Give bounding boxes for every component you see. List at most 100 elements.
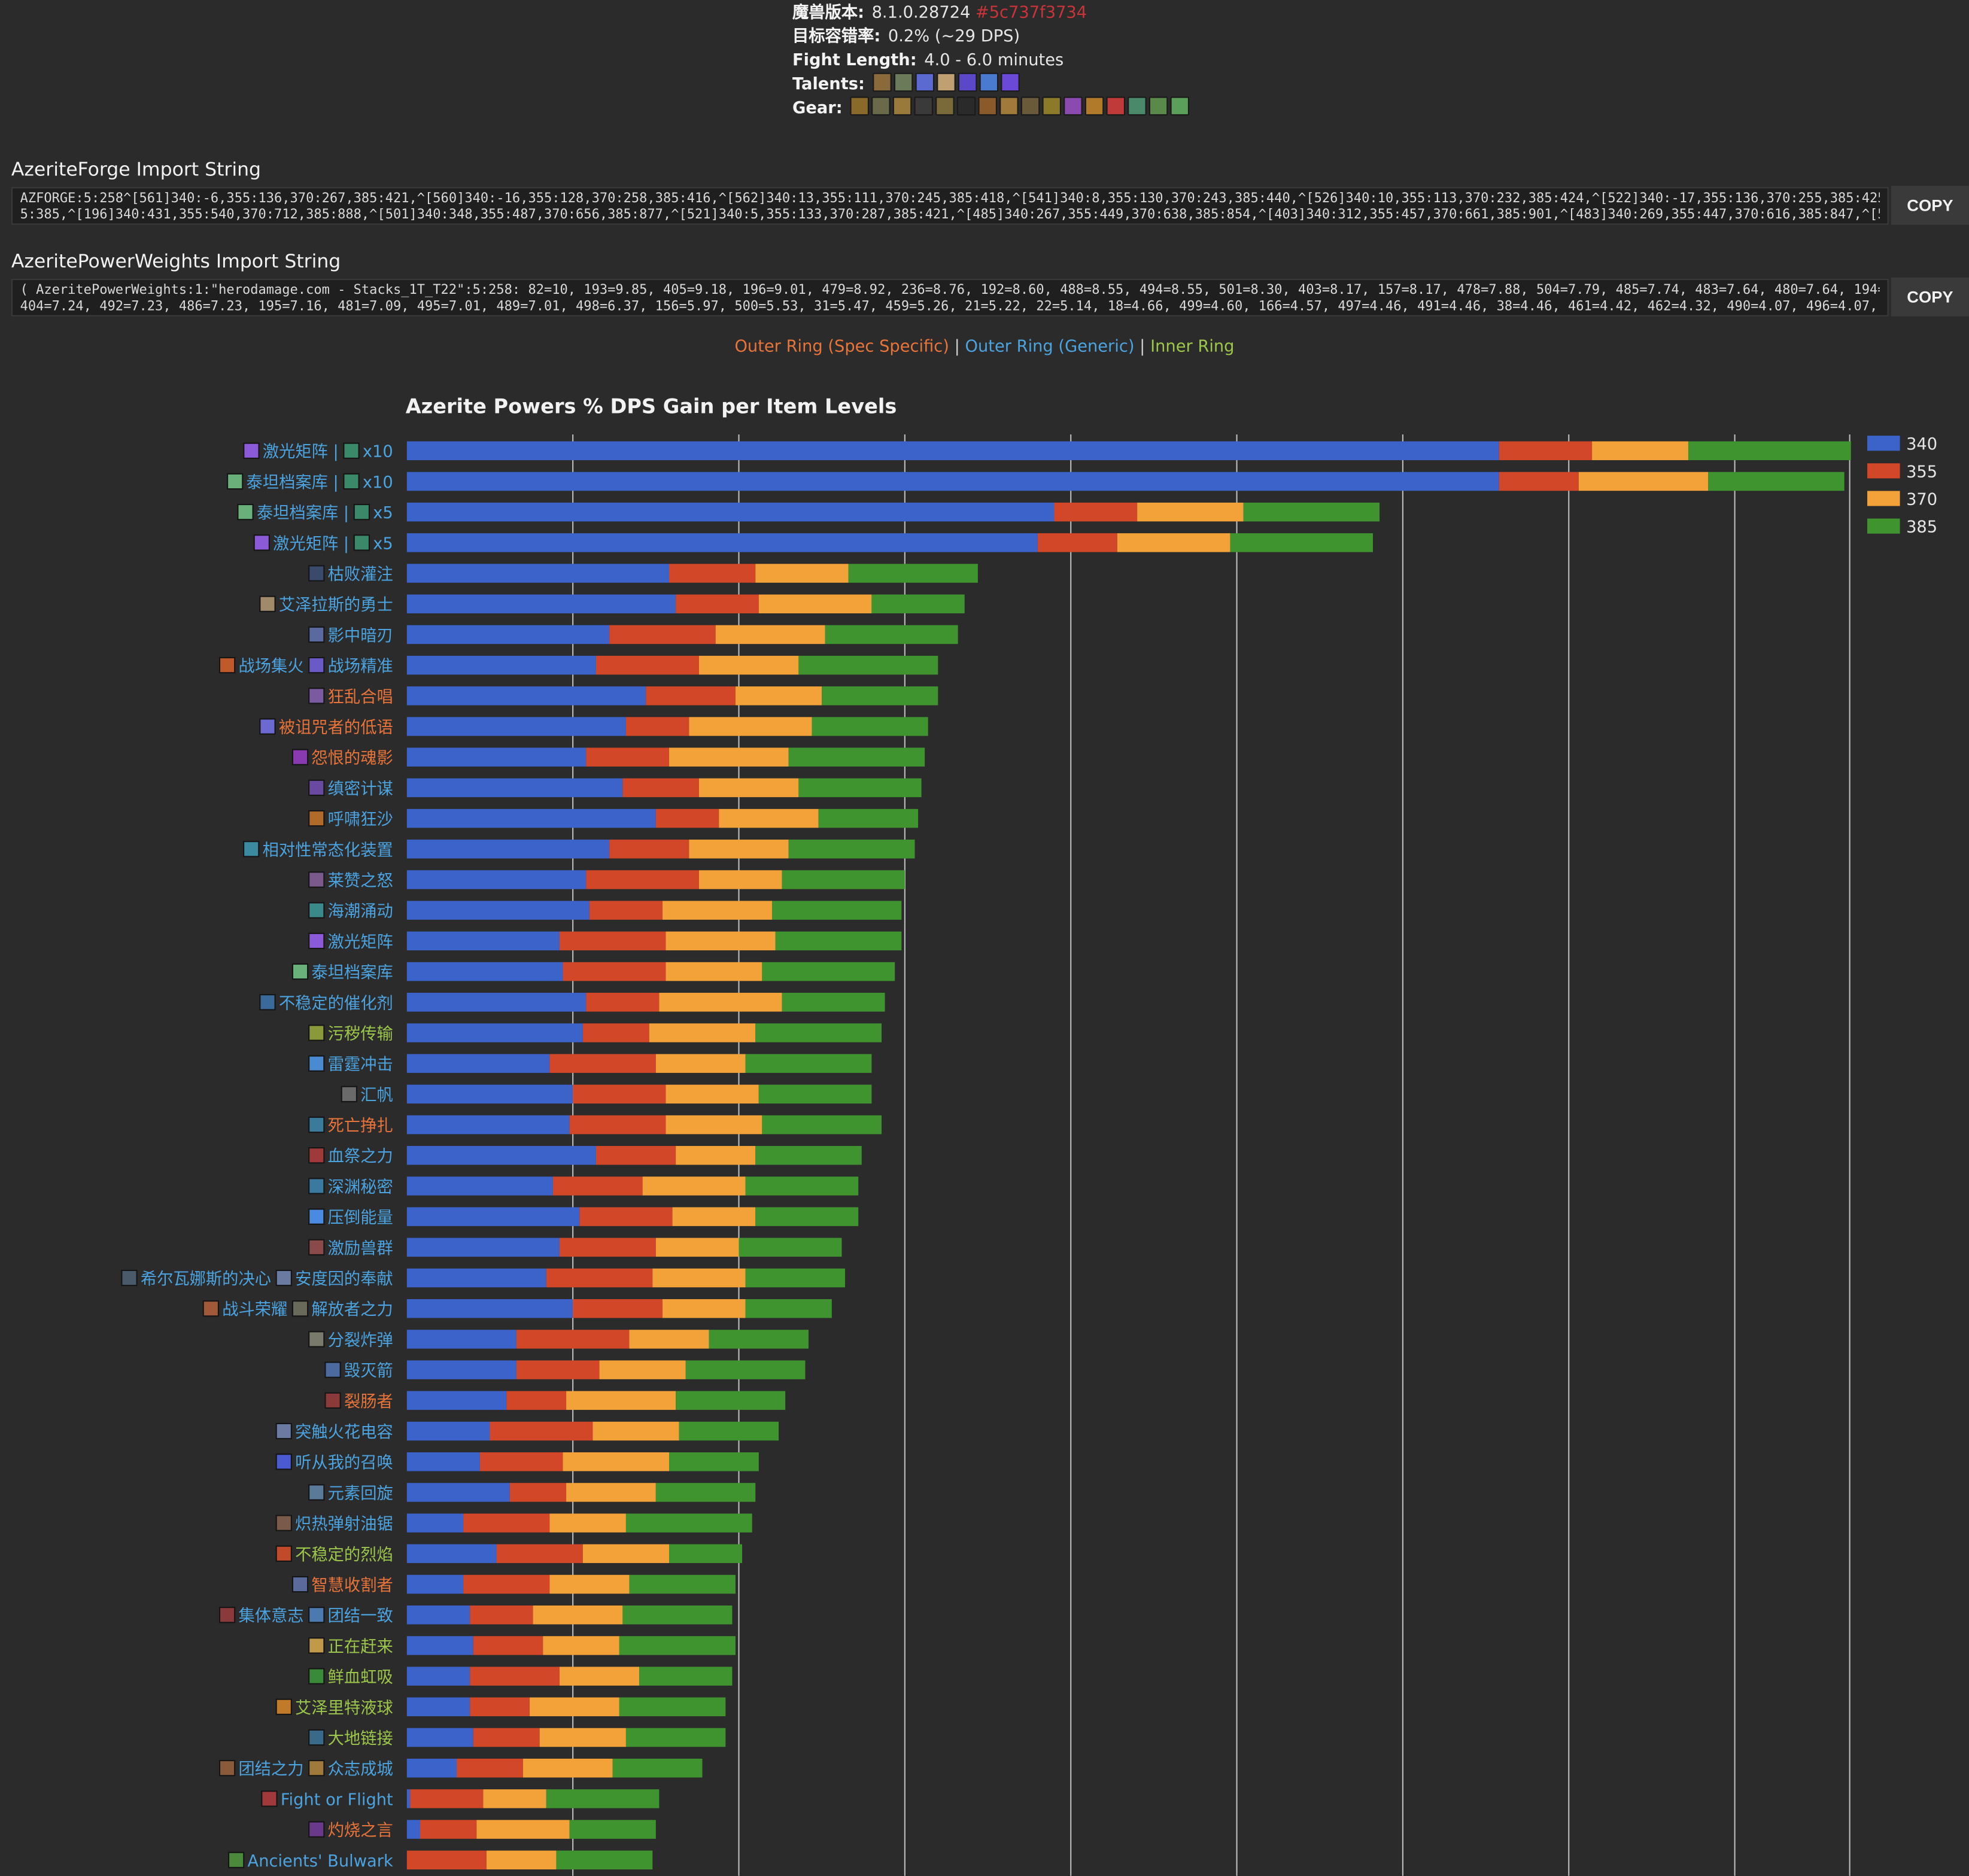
- category-label[interactable]: 毁灭箭: [344, 1362, 393, 1381]
- bar-segment-370[interactable]: [758, 594, 872, 613]
- talent-icon[interactable]: [894, 72, 913, 92]
- category-label[interactable]: 战斗荣耀 解放者之力: [222, 1300, 393, 1319]
- bar-segment-340[interactable]: [406, 1360, 516, 1379]
- bar-segment-340[interactable]: [406, 1820, 421, 1839]
- bar-segment-370[interactable]: [755, 564, 849, 583]
- bar-segment-385[interactable]: [755, 1023, 882, 1042]
- bar-segment-355[interactable]: [552, 1176, 643, 1196]
- bar-segment-370[interactable]: [655, 1054, 746, 1073]
- talent-icon[interactable]: [936, 72, 956, 92]
- gear-item-icon[interactable]: [892, 96, 912, 116]
- bar-segment-355[interactable]: [595, 655, 699, 675]
- bar-segment-355[interactable]: [646, 686, 736, 706]
- bar-segment-370[interactable]: [483, 1789, 546, 1808]
- category-label[interactable]: 听从我的召唤: [295, 1454, 393, 1472]
- bar-segment-370[interactable]: [672, 1207, 756, 1226]
- bar-segment-385[interactable]: [788, 747, 925, 767]
- bar-segment-370[interactable]: [592, 1421, 679, 1441]
- gear-item-icon[interactable]: [956, 96, 976, 116]
- category-label[interactable]: 枯败灌注: [328, 565, 393, 584]
- bar-segment-370[interactable]: [715, 625, 825, 644]
- category-label[interactable]: 汇帆: [360, 1086, 393, 1105]
- bar-segment-340[interactable]: [406, 1513, 464, 1533]
- bar-segment-385[interactable]: [612, 1758, 703, 1778]
- category-label[interactable]: Fight or Flight: [281, 1790, 393, 1809]
- category-label[interactable]: 激励兽群: [328, 1239, 393, 1258]
- bar-segment-370[interactable]: [642, 1176, 746, 1196]
- bar-segment-385[interactable]: [676, 1391, 786, 1410]
- bar-segment-385[interactable]: [782, 870, 905, 889]
- bar-segment-370[interactable]: [629, 1330, 709, 1349]
- bar-segment-355[interactable]: [420, 1820, 477, 1839]
- bar-segment-340[interactable]: [406, 931, 560, 951]
- bar-segment-340[interactable]: [406, 1544, 497, 1564]
- category-label[interactable]: 激光矩阵 | x10: [263, 443, 393, 461]
- bar-segment-370[interactable]: [698, 655, 799, 675]
- category-label[interactable]: 被诅咒者的低语: [279, 719, 393, 737]
- bar-segment-355[interactable]: [622, 778, 699, 798]
- bar-segment-385[interactable]: [1243, 502, 1380, 522]
- bar-segment-340[interactable]: [406, 870, 587, 889]
- bar-segment-340[interactable]: [406, 594, 676, 613]
- bar-segment-340[interactable]: [406, 901, 590, 920]
- bar-segment-355[interactable]: [470, 1697, 530, 1717]
- bar-segment-385[interactable]: [639, 1667, 733, 1686]
- bar-segment-370[interactable]: [698, 778, 799, 798]
- bar-segment-355[interactable]: [406, 1850, 487, 1870]
- category-label[interactable]: 大地链接: [328, 1729, 393, 1748]
- bar-segment-370[interactable]: [689, 840, 789, 859]
- category-label[interactable]: 激光矩阵: [328, 933, 393, 951]
- azerite-forge-string-field[interactable]: AZFORGE:5:258^[561]340:-6,355:136,370:26…: [11, 187, 1889, 225]
- bar-segment-370[interactable]: [652, 1268, 746, 1288]
- bar-segment-385[interactable]: [871, 594, 965, 613]
- bar-segment-385[interactable]: [762, 1115, 882, 1135]
- category-label[interactable]: 泰坦档案库: [311, 963, 393, 982]
- bar-segment-385[interactable]: [546, 1789, 660, 1808]
- bar-segment-355[interactable]: [473, 1636, 543, 1655]
- bar-segment-355[interactable]: [625, 717, 689, 736]
- bar-segment-385[interactable]: [755, 1146, 862, 1165]
- bar-segment-355[interactable]: [457, 1758, 523, 1778]
- gear-item-icon[interactable]: [850, 96, 869, 116]
- category-label[interactable]: 影中暗刃: [328, 627, 393, 645]
- category-label[interactable]: 集体意志 团结一致: [238, 1607, 393, 1625]
- gear-item-icon[interactable]: [914, 96, 933, 116]
- bar-segment-385[interactable]: [762, 962, 895, 981]
- category-label[interactable]: 莱赞之怒: [328, 871, 393, 890]
- bar-segment-340[interactable]: [406, 717, 626, 736]
- bar-segment-355[interactable]: [586, 993, 660, 1012]
- category-label[interactable]: 突触火花电容: [295, 1423, 393, 1442]
- bar-segment-355[interactable]: [549, 1054, 656, 1073]
- bar-segment-355[interactable]: [463, 1513, 550, 1533]
- bar-segment-385[interactable]: [625, 1728, 726, 1747]
- bar-segment-370[interactable]: [522, 1758, 613, 1778]
- bar-segment-340[interactable]: [406, 1421, 490, 1441]
- bar-segment-370[interactable]: [563, 1452, 670, 1471]
- category-label[interactable]: 不稳定的烈焰: [295, 1546, 393, 1564]
- bar-segment-340[interactable]: [406, 441, 1499, 460]
- category-label[interactable]: 污秽传输: [328, 1024, 393, 1043]
- category-label[interactable]: 战场集火 战场精准: [238, 657, 393, 676]
- bar-segment-355[interactable]: [559, 931, 666, 951]
- gear-item-icon[interactable]: [1148, 96, 1168, 116]
- azerite-weights-string-field[interactable]: ( AzeritePowerWeights:1:"herodamage.com …: [11, 278, 1889, 317]
- bar-segment-355[interactable]: [470, 1667, 560, 1686]
- category-label[interactable]: 呼啸狂沙: [328, 810, 393, 829]
- bar-segment-355[interactable]: [609, 625, 716, 644]
- bar-segment-370[interactable]: [566, 1483, 656, 1502]
- bar-segment-355[interactable]: [546, 1268, 653, 1288]
- gear-item-icon[interactable]: [1084, 96, 1104, 116]
- bar-segment-355[interactable]: [579, 1207, 673, 1226]
- bar-segment-340[interactable]: [406, 1667, 470, 1686]
- bar-segment-340[interactable]: [406, 1023, 583, 1042]
- talent-icon[interactable]: [958, 72, 977, 92]
- bar-segment-340[interactable]: [406, 1299, 573, 1318]
- bar-segment-355[interactable]: [676, 594, 759, 613]
- category-label[interactable]: 压倒能量: [328, 1209, 393, 1227]
- bar-segment-340[interactable]: [406, 1391, 507, 1410]
- bar-segment-370[interactable]: [1117, 533, 1230, 552]
- bar-segment-370[interactable]: [539, 1728, 626, 1747]
- category-label[interactable]: 缜密计谋: [328, 780, 393, 798]
- talent-icon[interactable]: [1000, 72, 1020, 92]
- bar-segment-370[interactable]: [719, 808, 819, 828]
